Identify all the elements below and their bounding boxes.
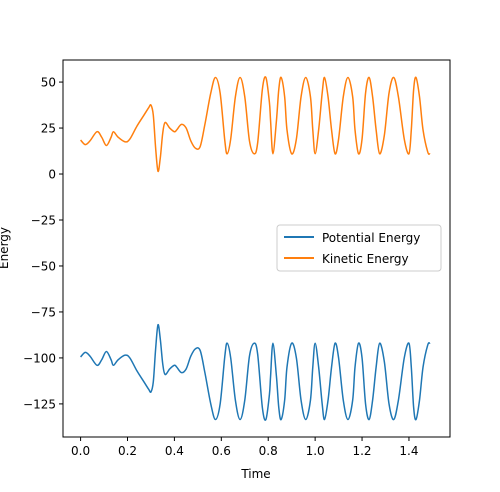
plot-frame [62, 59, 451, 438]
x-tick-label: 0.4 [165, 444, 184, 458]
x-tick-label: 1.0 [306, 444, 325, 458]
legend-box [276, 224, 442, 272]
y-tick-label: 25 [41, 122, 56, 136]
x-tick-label: 0.2 [118, 444, 137, 458]
x-axis-ticks: 0.0 0.2 0.4 0.6 0.8 1.0 1.2 1.4 [71, 437, 419, 458]
series-line-kinetic-energy [80, 76, 431, 173]
y-axis-label: Energy [0, 227, 11, 269]
x-tick-label: 1.4 [399, 444, 418, 458]
y-axis-ticks: −125 −100 −75 −50 −25 0 25 50 [23, 76, 63, 411]
y-tick-label: −125 [23, 397, 56, 411]
series-lines [80, 76, 431, 421]
series-line-potential-energy [80, 323, 431, 421]
y-tick-label: 50 [41, 76, 56, 90]
legend-label-kinetic-energy: Kinetic Energy [322, 252, 409, 266]
legend-label-potential-energy: Potential Energy [322, 231, 420, 245]
x-axis-label: Time [240, 467, 270, 481]
x-tick-label: 0.8 [259, 444, 278, 458]
y-tick-label: −50 [31, 259, 56, 273]
x-tick-label: 0.0 [71, 444, 90, 458]
x-tick-label: 1.2 [352, 444, 371, 458]
y-tick-label: −75 [31, 305, 56, 319]
y-tick-label: −100 [23, 351, 56, 365]
legend: Potential Energy Kinetic Energy [276, 224, 442, 272]
y-tick-label: 0 [48, 168, 56, 182]
x-tick-label: 0.6 [212, 444, 231, 458]
y-tick-label: −25 [31, 213, 56, 227]
